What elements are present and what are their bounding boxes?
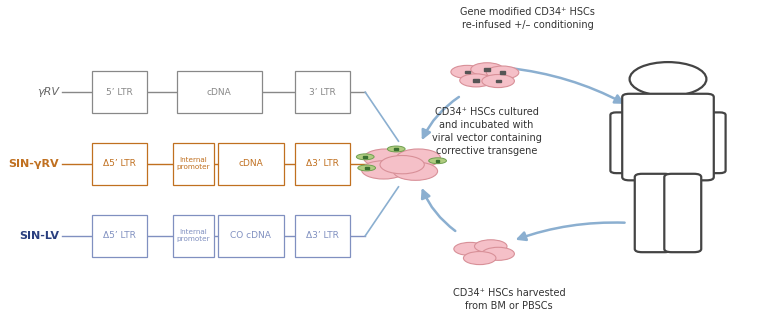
Text: cDNA: cDNA <box>207 88 232 97</box>
Bar <box>473 79 479 82</box>
FancyBboxPatch shape <box>92 71 148 113</box>
Ellipse shape <box>428 158 447 164</box>
FancyBboxPatch shape <box>174 215 214 257</box>
Ellipse shape <box>460 74 492 87</box>
Bar <box>464 71 470 73</box>
Circle shape <box>629 62 706 96</box>
FancyBboxPatch shape <box>664 174 701 252</box>
Text: Δ3’ LTR: Δ3’ LTR <box>307 159 339 169</box>
Text: Δ5’ LTR: Δ5’ LTR <box>103 159 136 169</box>
Ellipse shape <box>454 242 486 256</box>
Ellipse shape <box>463 252 496 265</box>
Ellipse shape <box>380 155 425 174</box>
FancyBboxPatch shape <box>635 174 672 252</box>
Ellipse shape <box>482 247 514 260</box>
FancyBboxPatch shape <box>622 94 714 180</box>
Text: 3’ LTR: 3’ LTR <box>310 88 336 97</box>
FancyBboxPatch shape <box>92 215 148 257</box>
FancyBboxPatch shape <box>610 113 635 173</box>
FancyBboxPatch shape <box>218 215 284 257</box>
Ellipse shape <box>364 149 408 167</box>
Bar <box>365 167 368 169</box>
Text: Internal
promoter: Internal promoter <box>177 229 210 242</box>
FancyBboxPatch shape <box>174 143 214 185</box>
Ellipse shape <box>482 74 514 88</box>
FancyBboxPatch shape <box>700 113 725 173</box>
Ellipse shape <box>358 165 376 171</box>
Ellipse shape <box>475 240 507 253</box>
Ellipse shape <box>356 154 374 160</box>
Text: cDNA: cDNA <box>238 159 263 169</box>
Bar <box>436 160 439 162</box>
Text: CO cDNA: CO cDNA <box>231 231 271 240</box>
Text: Internal
promoter: Internal promoter <box>177 157 210 171</box>
Ellipse shape <box>486 66 519 79</box>
FancyBboxPatch shape <box>295 71 351 113</box>
Bar <box>495 80 501 82</box>
Ellipse shape <box>451 65 483 78</box>
FancyBboxPatch shape <box>295 215 351 257</box>
Text: 5’ LTR: 5’ LTR <box>107 88 133 97</box>
Ellipse shape <box>396 149 441 167</box>
FancyBboxPatch shape <box>295 143 351 185</box>
Bar <box>363 156 367 158</box>
Bar <box>394 148 398 150</box>
Text: SIN-LV: SIN-LV <box>19 231 59 241</box>
Text: Δ5’ LTR: Δ5’ LTR <box>103 231 136 240</box>
FancyBboxPatch shape <box>92 143 148 185</box>
Ellipse shape <box>393 162 438 180</box>
Text: Δ3’ LTR: Δ3’ LTR <box>307 231 339 240</box>
Text: CD34⁺ HSCs cultured
and incubated with
viral vector containing
corrective transg: CD34⁺ HSCs cultured and incubated with v… <box>431 107 542 155</box>
Ellipse shape <box>471 63 503 76</box>
FancyBboxPatch shape <box>218 143 284 185</box>
Text: SIN-γRV: SIN-γRV <box>8 159 59 169</box>
FancyBboxPatch shape <box>177 71 262 113</box>
Bar <box>500 71 505 74</box>
Ellipse shape <box>387 146 405 152</box>
Text: CD34⁺ HSCs harvested
from BM or PBSCs: CD34⁺ HSCs harvested from BM or PBSCs <box>453 288 565 311</box>
Text: Gene modified CD34⁺ HSCs
re-infused +/– conditioning: Gene modified CD34⁺ HSCs re-infused +/– … <box>460 7 595 30</box>
Ellipse shape <box>361 161 406 179</box>
Text: γRV: γRV <box>37 87 59 97</box>
Bar <box>485 68 489 71</box>
